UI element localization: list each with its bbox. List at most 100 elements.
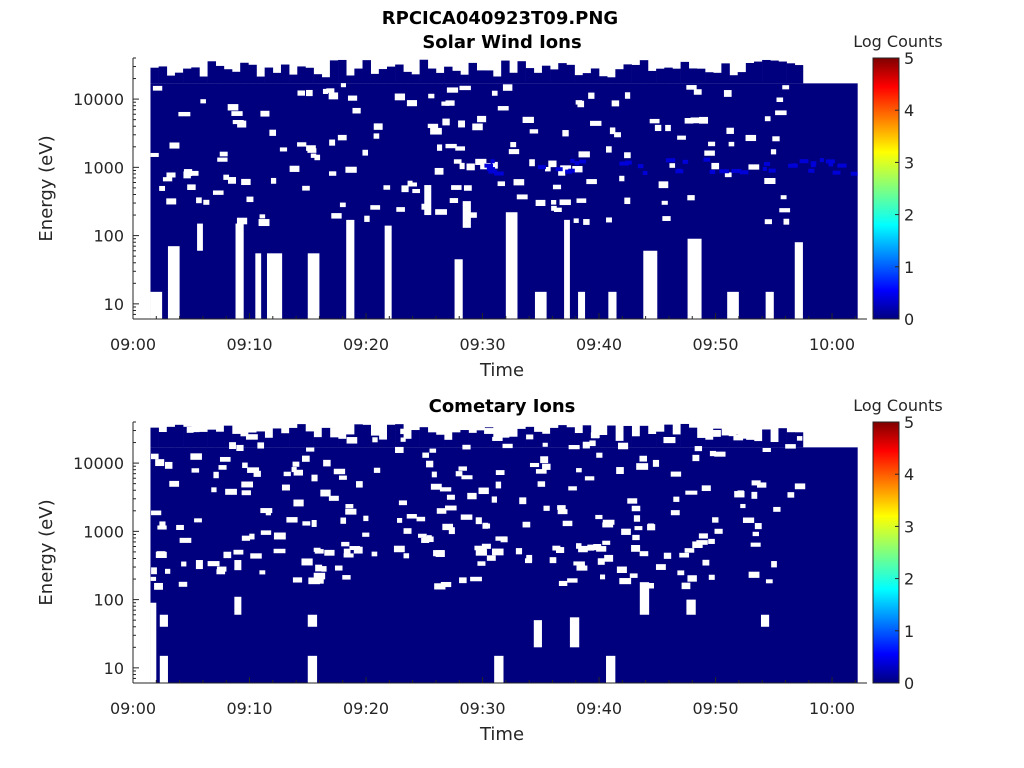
data-gap-speckle — [773, 506, 781, 512]
data-gap-speckle — [684, 118, 694, 124]
data-gap-speckle — [609, 127, 616, 135]
data-gap-speckle — [227, 177, 237, 184]
data-gap-speckle — [764, 219, 772, 225]
data-gap-speckle — [497, 106, 509, 111]
x-tick-label: 09:40 — [576, 699, 622, 718]
spectrogram-upper-cell — [338, 438, 347, 448]
data-gap-speckle — [462, 444, 471, 450]
data-gap-speckle — [734, 491, 745, 498]
data-gap-speckle — [315, 564, 323, 572]
colorbar-tick-label: 1 — [904, 258, 914, 277]
spectrogram-upper-cell — [395, 64, 404, 84]
data-gap-speckle — [398, 500, 407, 506]
spectrogram-upper-cell — [240, 62, 249, 84]
data-gap-speckle — [704, 150, 715, 156]
data-gap — [159, 614, 168, 627]
colorbar-label: Log Counts — [853, 32, 943, 51]
spectrogram-upper-cell — [444, 439, 453, 448]
data-gap-speckle — [150, 576, 157, 581]
data-gap-speckle — [770, 149, 777, 155]
data-gap-speckle — [772, 136, 780, 142]
data-gap-speckle — [260, 530, 272, 535]
panel-2: 09:00 09:10 09:20 09:30 09:40 09:50 10:0010100… — [36, 396, 943, 745]
data-gap-speckle — [708, 538, 715, 544]
spectrogram-upper-cell — [362, 424, 371, 448]
data-gap — [686, 599, 696, 615]
data-gap-speckle — [458, 120, 465, 128]
spectrogram-upper-cell — [533, 431, 543, 448]
data-gap — [255, 253, 262, 319]
spectrogram-upper-cell — [346, 75, 355, 84]
data-gap — [150, 291, 163, 319]
spectrogram-upper-cell — [607, 425, 616, 448]
data-gap-speckle — [459, 577, 467, 584]
spectrogram-upper-cell — [493, 76, 502, 84]
spectrogram-upper-cell — [737, 438, 747, 448]
data-gap-speckle — [783, 218, 790, 225]
data-gap-speckle — [308, 577, 320, 585]
spectrogram-upper-cell — [386, 66, 396, 84]
spectrogram-upper-cell — [362, 60, 371, 84]
spectrogram-upper-cell — [721, 435, 730, 448]
x-tick-label: 09:30 — [459, 335, 505, 354]
data-gap-speckle — [250, 553, 262, 559]
data-gap-speckle — [449, 198, 459, 204]
spectrogram-upper-cell — [753, 441, 763, 448]
data-gap-speckle — [203, 199, 210, 205]
data-gap-speckle — [431, 471, 437, 478]
data-gap-speckle — [472, 123, 483, 131]
spectrogram-upper-cell — [688, 68, 698, 84]
spectrogram-upper-cell — [272, 72, 282, 84]
data-gap-speckle — [281, 484, 290, 491]
spectrogram-upper-cell — [590, 68, 600, 84]
data-gap-speckle — [655, 564, 666, 570]
data-gap-speckle — [578, 564, 585, 570]
spectrogram-upper-cell — [378, 69, 388, 84]
data-gap-speckle — [764, 178, 776, 185]
data-gap-speckle — [293, 499, 304, 507]
data-gap-speckle — [257, 442, 265, 449]
data-gap-speckle — [352, 107, 361, 114]
spectrogram-upper-cell — [509, 72, 518, 84]
data-gap-speckle — [343, 548, 351, 555]
data-gap-speckle — [337, 134, 347, 141]
data-gap — [608, 291, 617, 319]
spectrogram-upper-cell — [770, 60, 779, 84]
enhanced-count-cell — [850, 171, 858, 176]
data-gap-speckle — [216, 566, 227, 572]
data-gap-speckle — [562, 520, 573, 527]
data-gap — [639, 582, 650, 615]
data-gap-speckle — [590, 432, 600, 439]
spectrogram-upper-cell — [150, 427, 159, 448]
spectrogram-upper-cell — [191, 67, 200, 84]
data-gap-speckle — [395, 446, 404, 453]
data-gap-speckle — [621, 528, 631, 535]
x-tick-label: 09:50 — [692, 699, 738, 718]
data-gap-speckle — [575, 100, 583, 105]
data-gap-speckle — [502, 443, 513, 449]
data-gap-speckle — [152, 85, 163, 91]
data-gap-speckle — [331, 427, 341, 433]
data-gap-speckle — [661, 200, 668, 205]
data-gap-speckle — [614, 132, 621, 138]
data-gap-speckle — [708, 141, 716, 147]
data-gap-speckle — [529, 159, 535, 167]
data-gap-speckle — [151, 567, 157, 575]
spectrogram-upper-cell — [403, 71, 412, 84]
data-gap — [346, 219, 355, 319]
spectrogram-upper-cell — [484, 70, 494, 84]
data-gap-speckle — [748, 571, 760, 578]
panel-title: Cometary Ions — [429, 396, 576, 417]
data-gap-speckle — [311, 474, 318, 482]
spectrogram-upper-cell — [411, 74, 420, 84]
data-gap-speckle — [302, 521, 311, 526]
spectrogram-upper-cell — [623, 425, 632, 448]
enhanced-count-cell — [739, 170, 749, 175]
spectrogram-upper-cell — [272, 428, 282, 448]
spectrogram-upper-cell — [656, 431, 665, 448]
x-tick-label: 09:10 — [226, 335, 272, 354]
colorbar — [872, 57, 900, 320]
data-gap-speckle — [663, 552, 672, 559]
data-gap-speckle — [785, 444, 796, 449]
data-gap-speckle — [624, 92, 631, 99]
